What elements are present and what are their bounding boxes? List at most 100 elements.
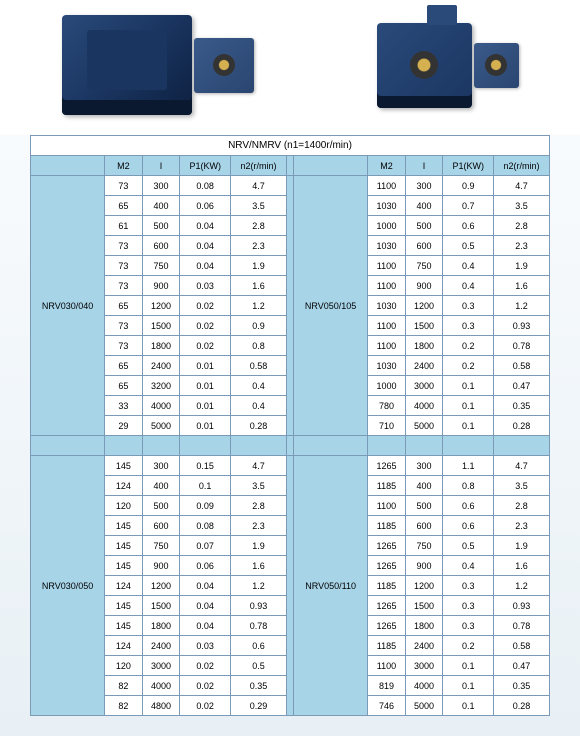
data-cell: 0.02 <box>180 656 231 676</box>
header-i: I <box>142 156 180 176</box>
data-cell: 73 <box>105 316 143 336</box>
data-cell: 120 <box>105 496 143 516</box>
data-cell: 1.2 <box>494 576 550 596</box>
data-cell: 0.02 <box>180 316 231 336</box>
data-cell: 73 <box>105 176 143 196</box>
data-cell: 780 <box>368 396 406 416</box>
data-cell: 0.47 <box>494 376 550 396</box>
data-cell: 0.06 <box>180 556 231 576</box>
data-cell: 1100 <box>368 316 406 336</box>
data-cell: 2.3 <box>494 516 550 536</box>
data-cell: 82 <box>105 676 143 696</box>
header-m2: M2 <box>105 156 143 176</box>
data-cell: 300 <box>405 456 443 476</box>
data-cell: 0.1 <box>443 676 494 696</box>
data-cell: 65 <box>105 356 143 376</box>
data-cell: 0.02 <box>180 296 231 316</box>
data-cell: 2.3 <box>494 236 550 256</box>
data-cell: 0.9 <box>443 176 494 196</box>
header-p1: P1(KW) <box>180 156 231 176</box>
data-cell: 1.9 <box>231 536 287 556</box>
table-row: NRV030/040733000.084.7NRV050/10511003000… <box>31 176 550 196</box>
data-cell: 1800 <box>142 336 180 356</box>
data-cell: 0.1 <box>443 696 494 716</box>
data-cell: 0.29 <box>231 696 287 716</box>
data-cell: 2400 <box>405 636 443 656</box>
data-cell: 1185 <box>368 636 406 656</box>
data-cell: 145 <box>105 456 143 476</box>
data-cell: 0.4 <box>443 276 494 296</box>
data-cell: 65 <box>105 376 143 396</box>
separator <box>286 176 293 436</box>
data-cell: 4000 <box>405 676 443 696</box>
data-cell: 0.01 <box>180 416 231 436</box>
data-cell: 0.78 <box>494 616 550 636</box>
data-cell: 0.03 <box>180 636 231 656</box>
data-cell: 750 <box>142 256 180 276</box>
data-cell: 3.5 <box>231 196 287 216</box>
data-cell: 124 <box>105 476 143 496</box>
data-cell: 0.6 <box>443 496 494 516</box>
data-cell: 61 <box>105 216 143 236</box>
spec-table: NRV/NMRV (n1=1400r/min) M2 I P1(KW) n2(r… <box>30 135 550 716</box>
data-cell: 0.6 <box>443 216 494 236</box>
data-cell: 0.93 <box>231 596 287 616</box>
data-cell: 1800 <box>405 336 443 356</box>
data-cell: 0.04 <box>180 616 231 636</box>
data-cell: 0.2 <box>443 636 494 656</box>
data-cell: 1100 <box>368 336 406 356</box>
data-cell: 2400 <box>405 356 443 376</box>
data-cell: 300 <box>142 456 180 476</box>
data-cell: 400 <box>405 196 443 216</box>
data-cell: 1.2 <box>231 296 287 316</box>
data-cell: 0.93 <box>494 316 550 336</box>
data-cell: 4000 <box>142 676 180 696</box>
data-cell: 300 <box>142 176 180 196</box>
model-cell-left: NRV030/050 <box>31 456 105 716</box>
data-cell: 4.7 <box>494 456 550 476</box>
data-cell: 0.1 <box>443 396 494 416</box>
data-cell: 3000 <box>405 656 443 676</box>
section-separator <box>31 436 550 456</box>
data-cell: 0.8 <box>443 476 494 496</box>
data-cell: 900 <box>405 276 443 296</box>
data-cell: 120 <box>105 656 143 676</box>
data-cell: 819 <box>368 676 406 696</box>
data-cell: 1200 <box>142 296 180 316</box>
data-cell: 4.7 <box>231 456 287 476</box>
data-cell: 600 <box>142 516 180 536</box>
data-cell: 3000 <box>142 656 180 676</box>
data-cell: 0.03 <box>180 276 231 296</box>
data-cell: 1800 <box>142 616 180 636</box>
data-cell: 4.7 <box>231 176 287 196</box>
data-cell: 0.35 <box>494 396 550 416</box>
data-cell: 2400 <box>142 356 180 376</box>
header-n2: n2(r/min) <box>231 156 287 176</box>
data-cell: 0.6 <box>443 516 494 536</box>
data-cell: 65 <box>105 196 143 216</box>
data-cell: 0.28 <box>494 416 550 436</box>
data-cell: 750 <box>142 536 180 556</box>
data-cell: 1.9 <box>494 536 550 556</box>
data-cell: 0.58 <box>494 356 550 376</box>
data-cell: 1265 <box>368 536 406 556</box>
data-cell: 1100 <box>368 256 406 276</box>
data-cell: 1265 <box>368 596 406 616</box>
table-row: NRV030/0501453000.154.7NRV050/1101265300… <box>31 456 550 476</box>
data-cell: 0.04 <box>180 216 231 236</box>
data-cell: 1185 <box>368 576 406 596</box>
data-cell: 0.9 <box>231 316 287 336</box>
header-p1-r: P1(KW) <box>443 156 494 176</box>
data-cell: 4.7 <box>494 176 550 196</box>
data-cell: 73 <box>105 276 143 296</box>
data-cell: 4000 <box>405 396 443 416</box>
data-cell: 2.8 <box>494 216 550 236</box>
data-cell: 3000 <box>405 376 443 396</box>
header-i-r: I <box>405 156 443 176</box>
data-cell: 5000 <box>405 696 443 716</box>
data-cell: 0.08 <box>180 516 231 536</box>
data-cell: 1030 <box>368 296 406 316</box>
data-cell: 0.02 <box>180 336 231 356</box>
data-cell: 145 <box>105 616 143 636</box>
data-cell: 0.2 <box>443 356 494 376</box>
